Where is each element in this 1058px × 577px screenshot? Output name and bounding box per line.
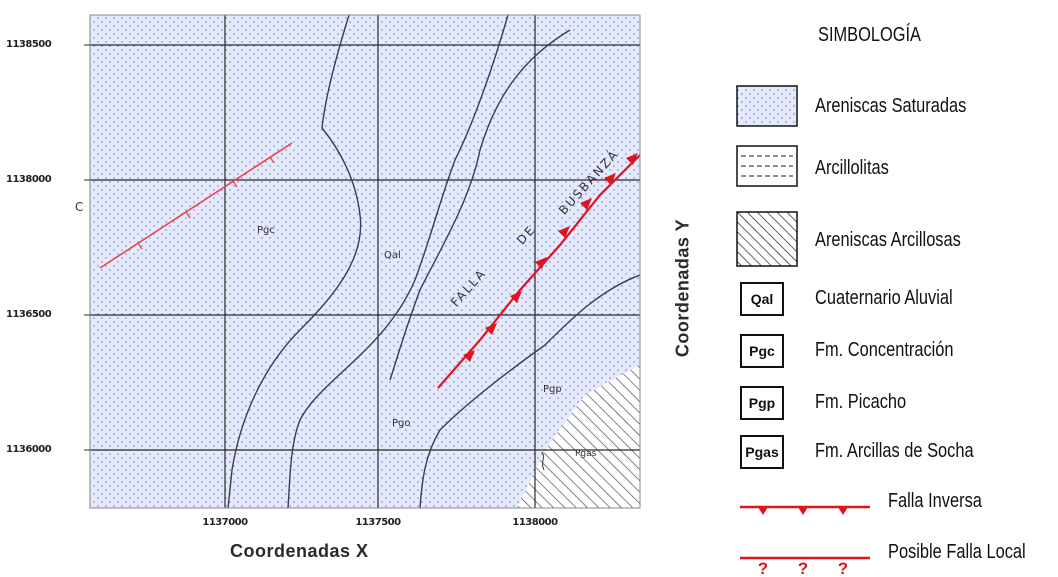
possible-local-fault-ticks <box>137 156 275 250</box>
reverse-fault-line <box>437 153 640 389</box>
possible-local-fault-line <box>99 142 293 269</box>
coordinate-grid <box>90 15 640 508</box>
reverse-fault-teeth <box>463 153 638 362</box>
x-tick-label: 1137000 <box>202 517 248 528</box>
y-tick-label: 1138500 <box>6 39 52 50</box>
y-tick-marks <box>84 44 90 451</box>
y-tick-label: 1136500 <box>6 309 52 320</box>
map-label-pgo: Pgo <box>392 418 411 429</box>
legend-label-pgas: Fm. Arcillas de Socha <box>815 440 974 462</box>
svg-text:?: ? <box>838 559 848 577</box>
svg-text:?: ? <box>758 559 768 577</box>
x-axis-title: Coordenadas X <box>230 541 369 561</box>
legend-label-pgc: Fm. Concentración <box>815 339 954 361</box>
y-tick-label: 1136000 <box>6 444 52 455</box>
map-frame <box>89 14 641 509</box>
legend-label-arcillolitas: Arcillolitas <box>815 157 889 179</box>
contact-lines <box>227 15 640 508</box>
legend-swatch-areniscas-arcillosas <box>736 211 798 267</box>
legend-code-pgc: Pgc <box>740 334 784 368</box>
legend-label-falla-inversa: Falla Inversa <box>888 490 982 512</box>
legend-label-qal: Cuaternario Aluvial <box>815 287 953 309</box>
y-tick-label: 1138000 <box>6 174 52 185</box>
legend-label-pgp: Fm. Picacho <box>815 391 907 413</box>
x-tick-label: 1137500 <box>355 517 401 528</box>
cross-section-marker: C <box>75 200 84 214</box>
y-axis-title: Coordenadas Y <box>672 218 693 358</box>
legend-label-areniscas-saturadas: Areniscas Saturadas <box>815 95 967 117</box>
legend-label-posible-falla: Posible Falla Local <box>888 541 1026 563</box>
legend-label-areniscas-arcillosas: Areniscas Arcillosas <box>815 229 961 251</box>
legend-code-pgas: Pgas <box>740 435 784 469</box>
minor-fault-mark <box>541 451 545 471</box>
pgas-area <box>517 365 640 508</box>
legend-title: SIMBOLOGÍA <box>818 24 921 46</box>
legend-code-pgp: Pgp <box>740 386 784 420</box>
legend-possible-fault-symbol: ? ? ? <box>740 556 870 577</box>
map-label-pgp: Pgp <box>543 384 562 395</box>
legend-swatch-arcillolitas <box>736 145 798 187</box>
svg-text:?: ? <box>798 559 808 577</box>
legend-reverse-fault-symbol <box>740 505 870 515</box>
x-tick-label: 1138000 <box>512 517 558 528</box>
legend-swatch-areniscas-saturadas <box>736 85 798 127</box>
map-label-qal: Qal <box>384 250 401 261</box>
map-label-pgas: Pgas <box>575 449 597 459</box>
saturated-sandstone-area <box>90 15 640 508</box>
legend-code-qal: Qal <box>740 282 784 316</box>
map-label-pgc: Pgc <box>257 225 275 236</box>
